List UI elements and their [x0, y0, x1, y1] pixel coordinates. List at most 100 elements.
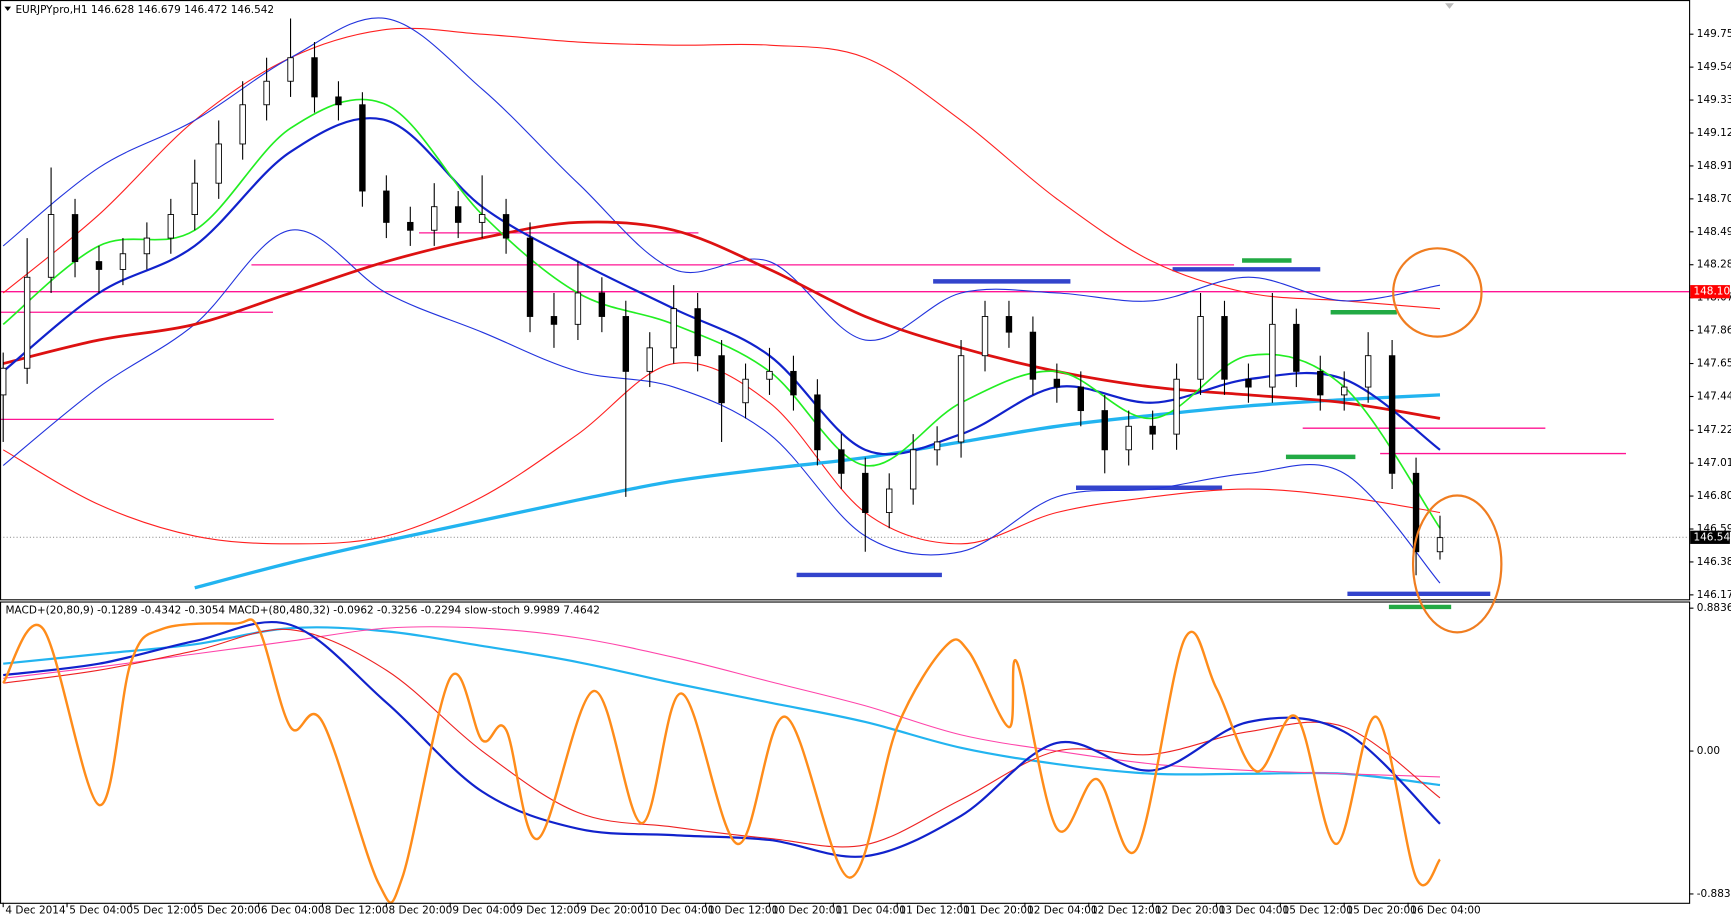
candle-body	[478, 214, 486, 223]
x-tick-label: 8 Dec 20:00	[389, 904, 453, 916]
candle-body	[1388, 355, 1396, 474]
y-tick-label: 146.385	[1697, 556, 1731, 568]
menu-triangle[interactable]	[4, 6, 12, 12]
candle-body	[1149, 425, 1156, 435]
candle-body	[263, 80, 270, 106]
y-tick-label: 146.595	[1697, 523, 1731, 535]
candle-body	[119, 253, 127, 270]
y-tick-label: 147.440	[1697, 390, 1731, 402]
indicator-line	[2, 362, 1441, 545]
candle-body	[191, 182, 198, 215]
x-tick-label: 10 Dec 04:00	[644, 904, 714, 916]
x-tick-label: 11 Dec 20:00	[963, 904, 1033, 916]
candle-body	[670, 308, 677, 349]
y-tick-label: 0.00	[1697, 745, 1720, 757]
y-tick-label: 149.540	[1697, 61, 1731, 73]
lower-pane-frame	[0, 601, 1691, 904]
candle-body	[335, 96, 342, 106]
y-tick-label: 0.8836	[1697, 602, 1731, 614]
y-tick-label: 148.910	[1697, 160, 1731, 172]
candle-body	[862, 472, 869, 513]
macd-line	[3, 626, 1441, 778]
y-tick-label: 147.225	[1697, 424, 1731, 436]
candle-body	[909, 449, 917, 490]
y-tick-label: -0.8836	[1697, 888, 1731, 900]
x-tick-label: 9 Dec 12:00	[516, 904, 580, 916]
x-tick-label: 5 Dec 04:00	[69, 904, 133, 916]
candle-body	[23, 276, 31, 369]
candle-body	[1173, 378, 1180, 435]
x-tick-label: 11 Dec 04:00	[836, 904, 906, 916]
x-tick-label: 15 Dec 12:00	[1283, 904, 1353, 916]
macd-line	[3, 628, 1441, 848]
candle-body	[215, 143, 222, 184]
candle-body	[718, 355, 725, 404]
candle-body	[407, 221, 414, 231]
candle-body	[957, 355, 965, 443]
candle-body	[814, 394, 821, 451]
x-tick-label: 13 Dec 04:00	[1219, 904, 1289, 916]
indicator-line	[2, 17, 1441, 341]
stoch-line	[2, 618, 1441, 904]
highlight-circle	[1392, 247, 1483, 338]
x-tick-label: 12 Dec 20:00	[1155, 904, 1225, 916]
candle-body	[933, 441, 941, 451]
price-label-box	[1690, 530, 1730, 544]
candle-body	[1317, 370, 1324, 396]
x-tick-label: 8 Dec 12:00	[325, 904, 389, 916]
candle-body	[622, 316, 630, 372]
candle-body	[95, 261, 103, 270]
indicator-line	[2, 27, 1441, 310]
candle-body	[1101, 410, 1108, 451]
shift-marker	[1445, 3, 1454, 9]
x-tick-label: 9 Dec 20:00	[580, 904, 644, 916]
candle-body	[143, 237, 151, 255]
candle-body	[287, 57, 294, 82]
candle-body	[1245, 378, 1252, 388]
y-tick-label: 146.805	[1697, 490, 1731, 502]
candle-body	[742, 378, 749, 404]
candle-body	[167, 214, 175, 239]
main-pane-frame	[0, 0, 1691, 601]
candle-body	[1077, 386, 1085, 412]
price-label: 146.542	[1693, 531, 1731, 543]
candle-body	[1125, 425, 1132, 451]
y-tick-label: 149.120	[1697, 127, 1731, 139]
price-label-box	[1690, 285, 1730, 299]
candle-body	[1221, 316, 1228, 380]
x-tick-label: 10 Dec 20:00	[772, 904, 842, 916]
x-tick-label: 5 Dec 12:00	[133, 904, 197, 916]
y-tick-label: 148.490	[1697, 226, 1731, 238]
candle-body	[502, 214, 510, 239]
x-tick-label: 16 Dec 04:00	[1410, 904, 1480, 916]
candle-body	[1436, 537, 1444, 553]
candle-body	[1293, 323, 1300, 372]
x-tick-label: 10 Dec 12:00	[708, 904, 778, 916]
candle-body	[766, 370, 773, 380]
candle-body	[1412, 472, 1420, 553]
candle-body	[1197, 316, 1204, 380]
candle-body	[790, 370, 797, 396]
y-tick-label: 147.650	[1697, 358, 1731, 370]
macd-line	[3, 620, 1441, 858]
y-tick-label: 147.015	[1697, 457, 1731, 469]
candle-body	[1341, 386, 1348, 396]
x-tick-label: 12 Dec 04:00	[1027, 904, 1097, 916]
indicator-title: MACD+(20,80,9) -0.1289 -0.4342 -0.3054 M…	[6, 604, 600, 616]
candle-body	[550, 316, 558, 325]
y-tick-label: 148.280	[1697, 259, 1731, 271]
highlight-circle	[1411, 494, 1503, 634]
candle-body	[359, 104, 366, 192]
candle-body	[0, 367, 7, 396]
indicator-line	[2, 229, 1441, 584]
candle-body	[838, 449, 845, 474]
x-tick-label: 6 Dec 04:00	[261, 904, 325, 916]
x-tick-label: 5 Dec 20:00	[197, 904, 261, 916]
candle-body	[1364, 355, 1372, 388]
x-tick-label: 15 Dec 20:00	[1346, 904, 1416, 916]
candle-body	[694, 308, 701, 357]
candle-body	[71, 214, 79, 263]
candle-body	[383, 190, 390, 223]
indicator-line	[2, 98, 1441, 529]
